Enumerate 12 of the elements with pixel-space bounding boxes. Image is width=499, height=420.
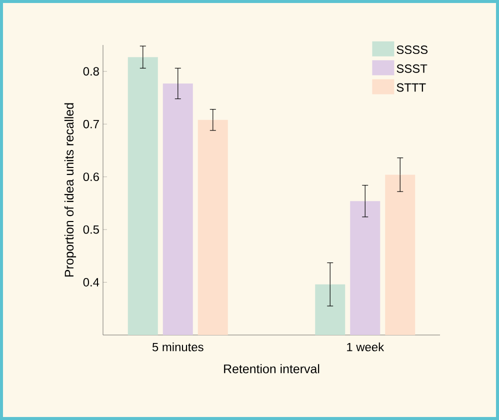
y-tick-label: 0.7 bbox=[83, 120, 99, 128]
legend-label: SSSS bbox=[396, 45, 428, 54]
y-tick-label: 0.5 bbox=[83, 225, 99, 234]
x-tick-label: 5 minutes bbox=[152, 342, 204, 352]
legend-label: STTT bbox=[396, 83, 426, 92]
x-tick-label: 1 week bbox=[347, 342, 384, 352]
x-axis-title: Retention interval bbox=[224, 364, 320, 374]
legend-label: SSST bbox=[396, 64, 428, 73]
y-tick-label: 0.6 bbox=[83, 172, 99, 182]
y-tick-label: 0.4 bbox=[83, 278, 100, 286]
y-axis-title: Proportion of idea units recalled bbox=[64, 103, 76, 277]
y-tick-label: 0.8 bbox=[83, 67, 99, 76]
